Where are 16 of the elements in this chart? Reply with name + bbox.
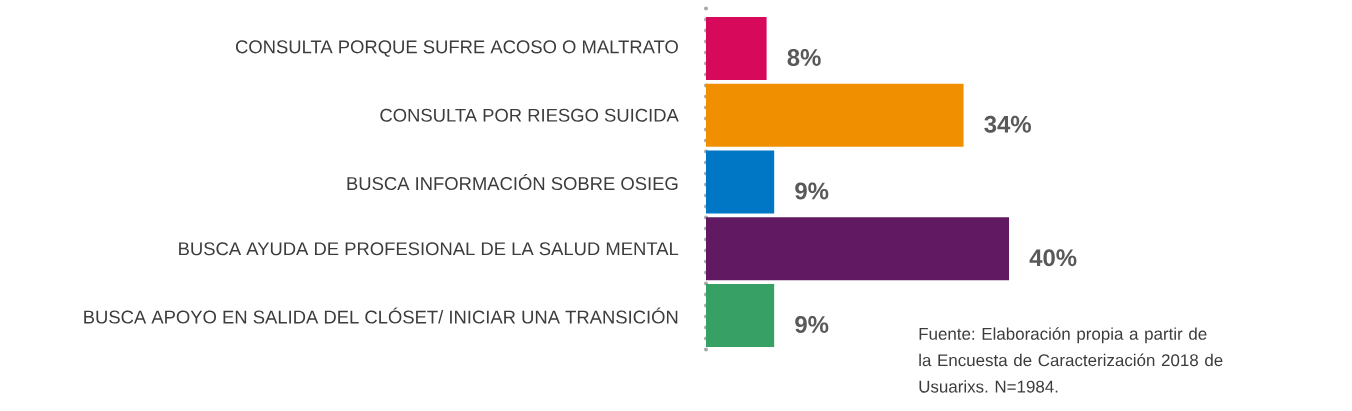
bar [706, 284, 775, 348]
data-label: 8% [787, 49, 821, 66]
data-label: 34% [984, 115, 1031, 133]
y-tick-label: CONSULTA POR RIESGO SUICIDA [380, 108, 679, 122]
data-label: 40% [1029, 249, 1077, 267]
data-label: 9% [795, 316, 829, 333]
bar [706, 217, 1009, 281]
bar [706, 17, 767, 80]
y-tick-label: BUSCA INFORMACIÓN SOBRE OSIEG [347, 173, 678, 191]
data-label: 9% [795, 182, 829, 200]
y-tick-label: BUSCA AYUDA DE PROFESIONAL DE LA SALUD MENTAL [179, 242, 679, 256]
bar [706, 150, 775, 214]
y-tick-label: BUSCA APOYO EN SALIDA DEL CLÓSET/ INICIAR UNA TRANSICIÓN [84, 307, 678, 324]
annotation: Fuente: Elaboración propia a partir de la Encuesta de Caracterización 2018 de Usuarixs. N=1984. [919, 327, 1223, 393]
bar [706, 83, 964, 147]
y-tick-label: CONSULTA PORQUE SUFRE ACOSO O MALTRATO [235, 40, 678, 57]
